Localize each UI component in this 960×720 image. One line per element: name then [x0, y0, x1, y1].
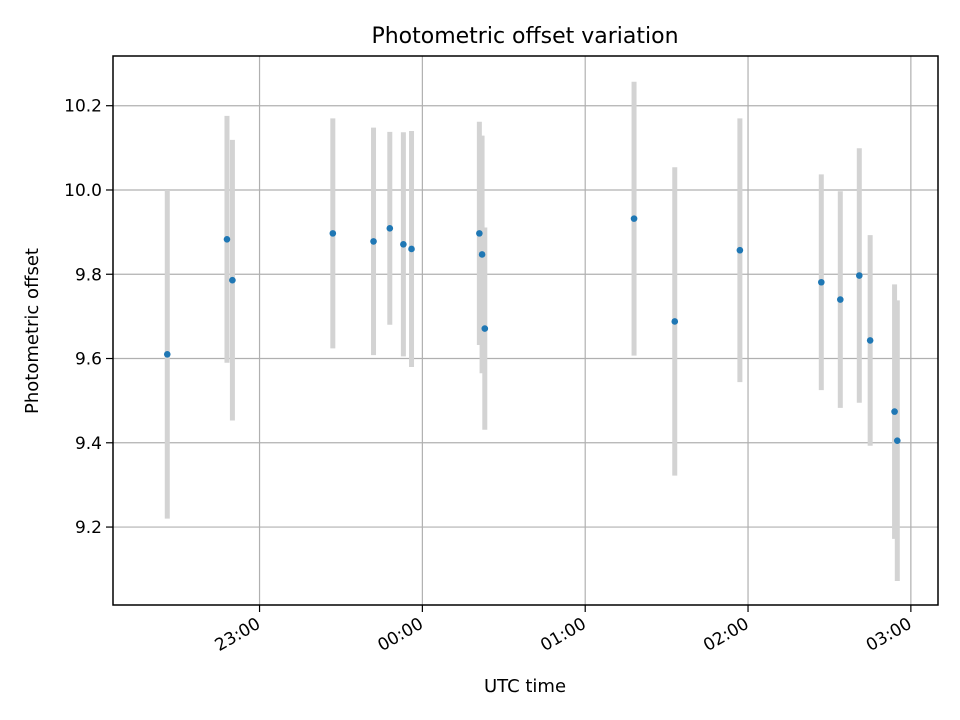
data-point	[630, 215, 638, 222]
data-point	[837, 296, 844, 303]
data-point	[891, 408, 898, 415]
y-tick-label: 9.8	[75, 265, 102, 285]
data-point	[893, 437, 901, 444]
data-point	[855, 272, 863, 279]
x-axis: 23:00 00:00 01:00 02:00 03:00	[212, 605, 915, 656]
x-tick-label: 23:00	[212, 614, 264, 656]
data-point	[163, 351, 171, 358]
error-bars	[164, 81, 900, 581]
plot-frame	[112, 55, 939, 606]
y-axis-label: Photometric offset	[22, 248, 43, 414]
y-axis: 9.2 9.4 9.6 9.8 10.0 10.2	[64, 97, 113, 538]
x-axis-label: UTC time	[484, 676, 566, 697]
y-tick-label: 9.6	[75, 350, 102, 370]
data-point	[229, 276, 236, 284]
data-point	[386, 225, 394, 232]
y-tick-label: 10.2	[64, 97, 102, 117]
data-point	[818, 278, 825, 286]
data-points	[163, 215, 901, 444]
data-point	[481, 325, 489, 332]
data-point	[866, 337, 874, 344]
data-point	[223, 235, 231, 243]
x-tick-label: 03:00	[863, 614, 915, 656]
y-tick-label: 9.4	[75, 434, 102, 454]
data-point	[408, 245, 415, 253]
data-point	[329, 230, 337, 237]
data-point	[736, 246, 744, 254]
data-point	[370, 238, 377, 245]
grid	[113, 56, 938, 605]
x-tick-label: 00:00	[374, 614, 426, 656]
data-point	[400, 241, 407, 248]
data-point	[476, 230, 483, 237]
chart-title: Photometric offset variation	[371, 24, 678, 49]
y-tick-label: 10.0	[64, 181, 102, 201]
y-tick-label: 9.2	[75, 518, 102, 538]
x-tick-label: 02:00	[700, 614, 752, 656]
x-tick-label: 01:00	[537, 614, 589, 656]
data-point	[478, 251, 486, 258]
data-point	[671, 318, 679, 325]
